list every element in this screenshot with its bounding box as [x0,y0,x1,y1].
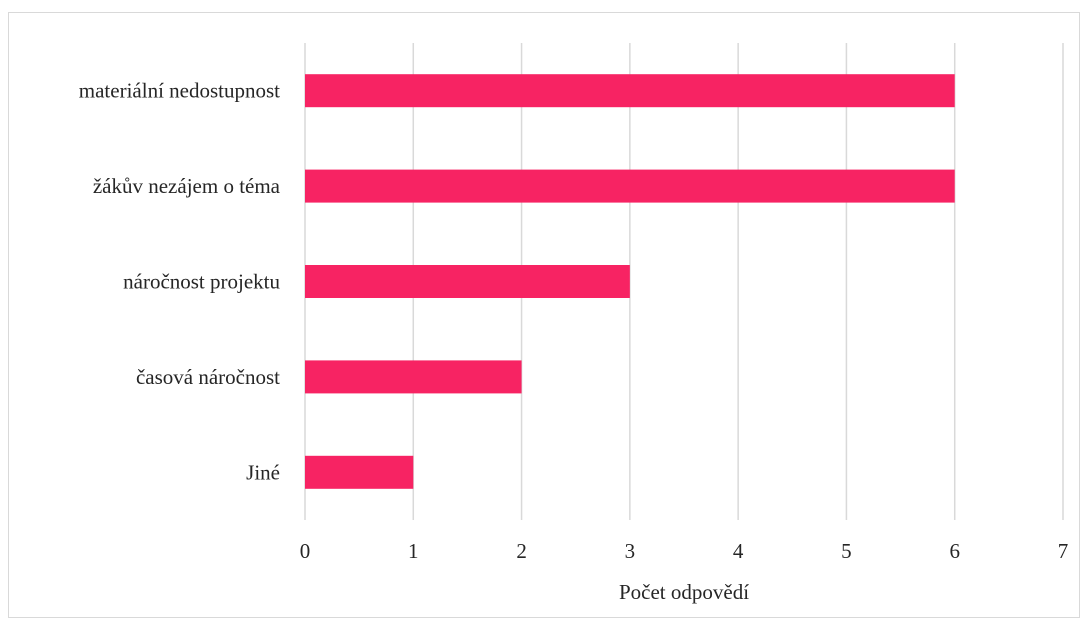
category-label: materiální nedostupnost [79,79,280,103]
category-label: Jiné [246,460,280,484]
category-label: žákův nezájem o téma [93,174,281,198]
x-tick-label: 0 [300,539,311,563]
category-labels: materiální nedostupnost žákův nezájem o t… [79,79,281,485]
bar [305,74,955,107]
x-tick-labels: 0 1 2 3 4 5 6 7 [300,539,1069,563]
category-label: časová náročnost [136,365,280,389]
x-tick-label: 6 [949,539,960,563]
bar [305,360,522,393]
x-tick-label: 7 [1058,539,1069,563]
x-tick-label: 3 [625,539,636,563]
category-label: náročnost projektu [123,270,280,294]
bar [305,170,955,203]
x-tick-label: 2 [516,539,527,563]
x-tick-label: 4 [733,539,744,563]
x-axis-title: Počet odpovědí [619,580,749,604]
bar [305,265,630,298]
x-tick-label: 1 [408,539,419,563]
bar [305,456,413,489]
x-tick-label: 5 [841,539,852,563]
